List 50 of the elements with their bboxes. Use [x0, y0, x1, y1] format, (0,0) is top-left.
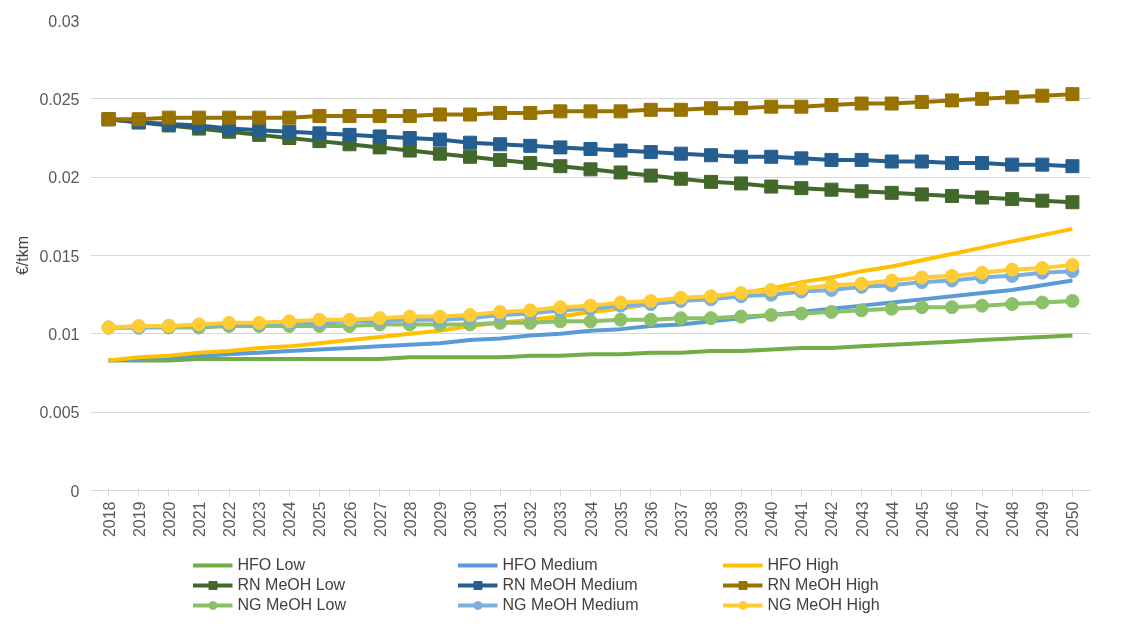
y-tick-label: 0.01 [48, 325, 80, 343]
legend-label: RN MeOH High [767, 576, 880, 594]
x-tick-label: 2041 [793, 501, 811, 538]
x-tick-label: 2036 [642, 501, 660, 538]
x-tick-label: 2019 [130, 501, 148, 538]
legend-label: NG MeOH Low [237, 596, 347, 614]
y-tick-label: 0.02 [48, 169, 80, 187]
legend-label: NG MeOH High [767, 596, 881, 614]
x-tick-label: 2032 [522, 501, 540, 538]
x-tick-label: 2018 [100, 501, 118, 538]
x-tick-label: 2035 [612, 501, 630, 538]
x-tick-label: 2039 [733, 501, 751, 538]
x-tick-label: 2026 [341, 501, 359, 538]
x-tick-label: 2020 [160, 501, 178, 538]
x-tick-label: 2024 [281, 501, 299, 538]
y-tick-label: 0.025 [39, 90, 80, 108]
legend-label: HFO Low [237, 556, 307, 574]
legend-label: NG MeOH Medium [502, 596, 640, 614]
x-tick-label: 2047 [974, 501, 992, 538]
y-tick-label: 0.005 [39, 404, 80, 422]
legend-label: RN MeOH Medium [502, 576, 639, 594]
y-tick-label: 0.03 [48, 12, 80, 30]
x-tick-label: 2027 [371, 501, 389, 538]
x-tick-label: 2030 [462, 501, 480, 538]
y-tick-label: 0 [70, 482, 80, 500]
x-tick-label: 2045 [913, 501, 931, 538]
x-tick-label: 2043 [853, 501, 871, 538]
x-tick-label: 2031 [492, 501, 510, 538]
x-tick-label: 2040 [763, 501, 781, 538]
x-tick-label: 2023 [251, 501, 269, 538]
x-tick-label: 2029 [431, 501, 449, 538]
x-tick-label: 2021 [190, 501, 208, 538]
x-tick-label: 2044 [883, 501, 901, 538]
x-tick-label: 2025 [311, 501, 329, 538]
x-tick-label: 2028 [401, 501, 419, 538]
legend-label: HFO High [767, 556, 840, 574]
x-tick-label: 2046 [943, 501, 961, 538]
legend-label: HFO Medium [502, 556, 599, 574]
x-tick-label: 2048 [1004, 501, 1022, 538]
y-tick-label: 0.015 [39, 247, 80, 265]
x-tick-label: 2022 [221, 501, 239, 538]
legend-label: RN MeOH Low [237, 576, 347, 594]
x-tick-label: 2049 [1034, 501, 1052, 538]
x-tick-label: 2038 [702, 501, 720, 538]
x-tick-label: 2042 [823, 501, 841, 538]
x-tick-label: 2034 [582, 501, 600, 538]
y-axis-title: €/tkm [14, 235, 32, 276]
x-tick-label: 2037 [672, 501, 690, 538]
x-tick-label: 2050 [1064, 501, 1082, 538]
x-tick-label: 2033 [552, 501, 570, 538]
